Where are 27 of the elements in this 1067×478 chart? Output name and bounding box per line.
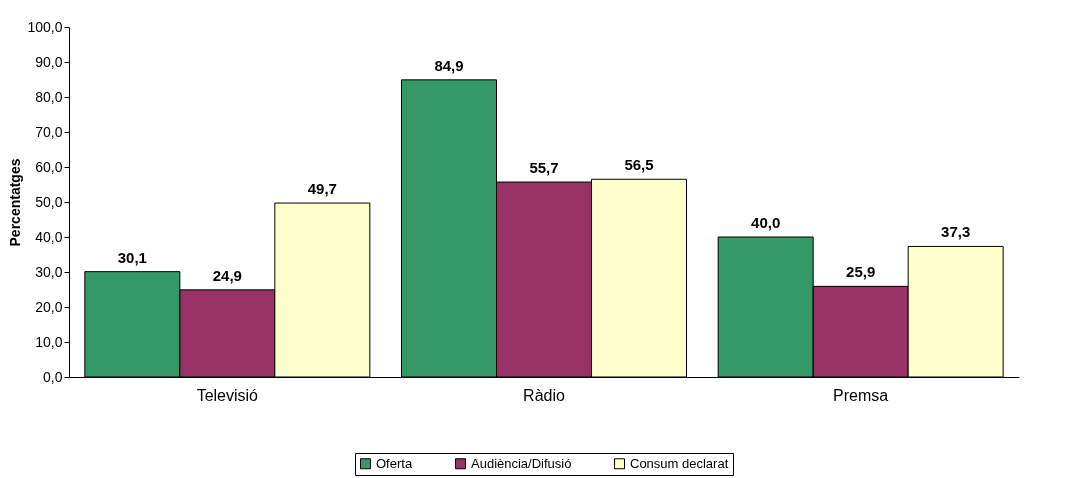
data-label: 30,1 — [117, 248, 147, 266]
data-label: 49,7 — [307, 180, 337, 198]
data-label: 55,7 — [529, 159, 559, 177]
y-tick-label: 50,0 — [35, 193, 63, 210]
data-label: 37,3 — [941, 223, 971, 241]
data-label: 24,9 — [212, 266, 242, 284]
data-label: 56,5 — [624, 156, 654, 174]
y-tick-label: 10,0 — [35, 333, 63, 350]
x-tick-label: Ràdio — [523, 386, 565, 404]
data-label: 84,9 — [434, 56, 464, 74]
y-tick-label: 0,0 — [43, 368, 63, 385]
x-tick-label: Premsa — [833, 386, 889, 404]
y-axis-title: Percentatges — [7, 158, 24, 247]
y-tick-label: 70,0 — [35, 123, 63, 140]
y-tick-label: 20,0 — [35, 298, 63, 315]
data-label: 40,0 — [751, 214, 781, 231]
x-tick-label: Televisió — [196, 386, 259, 404]
y-tick-label: 60,0 — [35, 158, 63, 175]
legend-label: Audiència/Difusió — [471, 455, 572, 471]
y-tick-label: 90,0 — [35, 53, 63, 70]
y-tick-label: 30,0 — [35, 263, 63, 280]
data-label: 25,9 — [846, 263, 876, 281]
y-tick-label: 100,0 — [27, 18, 63, 35]
legend-label: Consum declarat — [630, 455, 729, 471]
y-tick-label: 80,0 — [35, 88, 63, 105]
legend-label: Oferta — [376, 455, 413, 471]
y-tick-label: 40,0 — [35, 228, 63, 245]
